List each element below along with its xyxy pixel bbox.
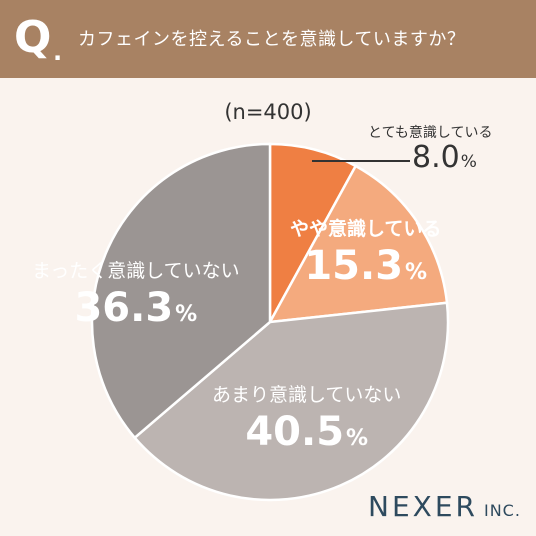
slice-value-number: 8.0: [412, 140, 460, 175]
slice-value-number: 36.3: [74, 285, 174, 331]
slice-value-unit: %: [460, 152, 477, 172]
question-header: Q . カフェインを控えることを意識していますか？: [0, 0, 536, 78]
pie-slice-not-much-conscious: [132, 301, 450, 502]
question-text: カフェインを控えることを意識していますか？: [78, 29, 466, 50]
slice-value-number: 40.5: [245, 409, 345, 455]
nexer-logo: NEXER INC.: [368, 490, 521, 523]
slice-label-not-much-conscious: あまり意識していない: [212, 384, 402, 406]
q-dot: .: [53, 38, 63, 66]
slice-value-unit: %: [175, 302, 198, 327]
slice-label-block-somewhat: やや意識している 15.3%: [290, 214, 441, 289]
slice-value-very-conscious: 8.0%: [412, 140, 477, 175]
slice-label-somewhat-conscious: やや意識している: [290, 218, 442, 240]
slice-label-block-not-at-all: まったく意識していない 36.3%: [32, 256, 240, 331]
slice-value-unit: %: [346, 426, 369, 451]
logo-suffix: INC.: [483, 501, 521, 520]
callout-line: [312, 160, 410, 162]
sample-size-label: (n=400): [224, 100, 312, 124]
slice-value-somewhat: 15.3%: [290, 243, 441, 289]
slice-label-not-at-all-conscious: まったく意識していない: [32, 260, 240, 282]
q-letter: Q: [14, 12, 52, 63]
slice-value-number: 15.3: [304, 243, 404, 289]
pie-slice-very-conscious: [268, 142, 358, 323]
slice-label-very-conscious: とても意識している: [368, 125, 493, 141]
pie-slice-somewhat-conscious: [267, 164, 449, 324]
slice-value-not-at-all: 36.3%: [32, 285, 240, 331]
pie-slice-not-at-all-conscious: [90, 142, 272, 440]
logo-main: NEXER: [368, 490, 478, 523]
slice-label-block-not-much: あまり意識していない 40.5%: [212, 380, 401, 455]
slice-value-not-much: 40.5%: [212, 409, 401, 455]
slice-value-unit: %: [405, 260, 428, 285]
